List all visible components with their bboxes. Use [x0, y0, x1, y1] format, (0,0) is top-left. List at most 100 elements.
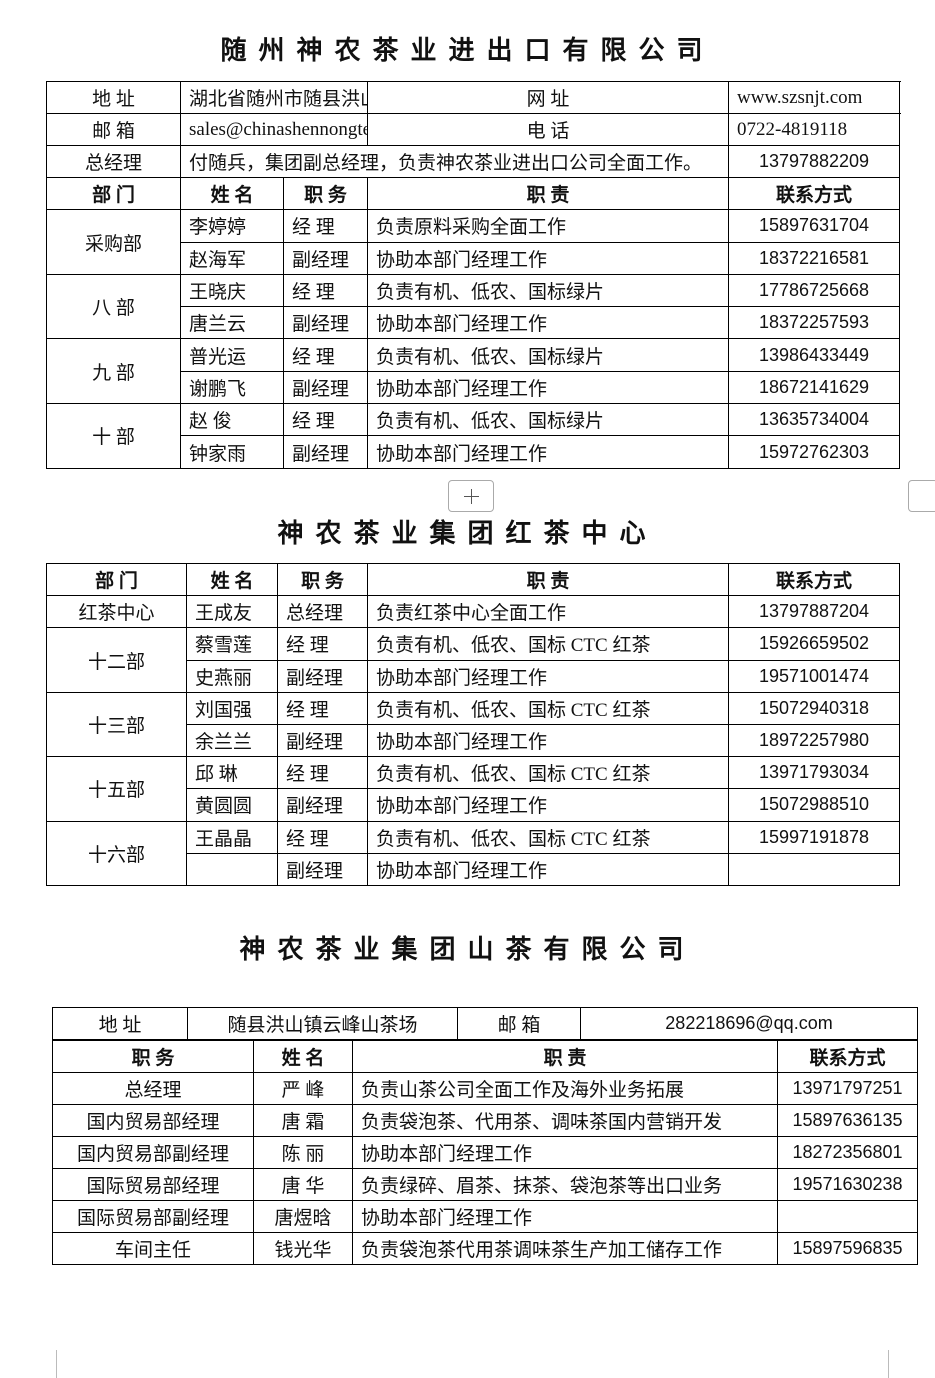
table-cell: 13971797251	[777, 1072, 918, 1105]
table-cell: 王晓庆	[180, 273, 284, 308]
table-cell: 协助本部门经理工作	[367, 370, 729, 405]
table-cell: 副经理	[283, 306, 368, 340]
table-cell: 19571630238	[777, 1168, 918, 1201]
table-cell: 副经理	[283, 435, 368, 469]
table-cell: 黄圆圆	[186, 788, 278, 822]
table-row: 副经理 协助本部门经理工作	[47, 852, 900, 886]
table-cell: 负责有机、低农、国标 CTC 红茶	[367, 756, 729, 790]
page-corner	[22, 1350, 57, 1378]
table-cell: 负责有机、低农、国标绿片	[367, 273, 729, 308]
table-cell: 负责有机、低农、国标 CTC 红茶	[367, 820, 729, 854]
table-cell: 13797882209	[728, 145, 900, 178]
table-cell: 副经理	[277, 723, 368, 758]
table-cell: sales@chinashennongtea.com	[180, 113, 368, 146]
table-row: 唐兰云 副经理 协助本部门经理工作 18372257593	[47, 306, 900, 340]
table-cell: 经 理	[283, 403, 368, 437]
table-row: 谢鹏飞 副经理 协助本部门经理工作 18672141629	[47, 370, 900, 405]
table-cell: 副经理	[277, 659, 368, 693]
table-cell: 唐 华	[253, 1168, 353, 1201]
table-cell: 湖北省随州市随县洪山镇云峰山	[180, 81, 368, 114]
table-cell: 15897631704	[728, 209, 900, 243]
table-cell: 唐 霜	[253, 1104, 353, 1137]
table-row: 国内贸易部经理唐 霜负责袋泡茶、代用茶、调味茶国内营销开发 15897636135	[52, 1104, 918, 1137]
table-cell: 赵海军	[180, 241, 284, 275]
table-cell: 协助本部门经理工作	[367, 659, 729, 693]
table-cell: 赵 俊	[180, 403, 284, 437]
table-cell: 18272356801	[777, 1136, 918, 1169]
table-cell: 姓 名	[180, 176, 284, 211]
page-corner	[888, 1350, 923, 1378]
table-cell: 副经理	[277, 852, 368, 886]
table-cell: 负责有机、低农、国标绿片	[367, 403, 729, 437]
table-cell: 19571001474	[728, 659, 900, 693]
table-cell: 负责袋泡茶代用茶调味茶生产加工储存工作	[352, 1232, 778, 1265]
table-cell: 职 责	[367, 176, 729, 211]
table-cell: 联系方式	[777, 1040, 918, 1073]
table-cell: 姓 名	[186, 562, 278, 597]
table-cell: 18672141629	[728, 370, 900, 405]
table-cell: 协助本部门经理工作	[367, 241, 729, 275]
table-cell: 经 理	[277, 627, 368, 661]
table-cell: 负责有机、低农、国标 CTC 红茶	[367, 691, 729, 725]
table-cell: 负责有机、低农、国标 CTC 红茶	[367, 627, 729, 661]
table-cell: 采购部	[46, 209, 181, 275]
table-cell: 负责有机、低农、国标绿片	[367, 338, 729, 372]
table-row: 地 址随县洪山镇云峰山茶场邮 箱 282218696@qq.com	[52, 1007, 918, 1040]
table-cell: 18372257593	[728, 306, 900, 340]
add-row-button[interactable]	[448, 480, 494, 512]
table-cell: 李婷婷	[180, 209, 284, 243]
table-cell: 史燕丽	[186, 659, 278, 693]
table-cell: 经 理	[277, 820, 368, 854]
table-row: 国内贸易部副经理陈 丽协助本部门经理工作 18272356801	[52, 1136, 918, 1169]
table-cell: 邱 琳	[186, 756, 278, 790]
table-cell: 红茶中心	[46, 595, 187, 629]
table-cell: 部 门	[46, 176, 181, 211]
table-cell: 钟家雨	[180, 435, 284, 469]
table-row: 总经理严 峰负责山茶公司全面工作及海外业务拓展 13971797251	[52, 1072, 918, 1105]
table-cell: 九 部	[46, 338, 181, 405]
table-cell: 负责绿碎、眉茶、抹茶、袋泡茶等出口业务	[352, 1168, 778, 1201]
table-cell: 经 理	[283, 338, 368, 372]
title: 神农茶业集团山茶有限公司	[239, 935, 696, 964]
table-cell	[777, 1200, 918, 1233]
table-cell: 总经理	[52, 1072, 254, 1105]
table-cell: 余兰兰	[186, 723, 278, 758]
table-cell: 副经理	[277, 788, 368, 822]
table-cell: 国际贸易部经理	[52, 1168, 254, 1201]
table-cell	[728, 852, 900, 886]
table-cell: 邮 箱	[46, 113, 181, 146]
table-cell: 地 址	[52, 1007, 188, 1040]
table-cell: 八 部	[46, 273, 181, 340]
table-row: 史燕丽 副经理 协助本部门经理工作 19571001474	[47, 659, 900, 693]
table-cell: 18972257980	[728, 723, 900, 758]
table-cell: 15072940318	[728, 691, 900, 725]
table-cell	[186, 852, 278, 886]
table-cell: 十五部	[46, 756, 187, 822]
table-cell: 18372216581	[728, 241, 900, 275]
table-cell: 副经理	[283, 241, 368, 275]
table-cell: 王成友	[186, 595, 278, 629]
table-cell: 钱光华	[253, 1232, 353, 1265]
table-row: 余兰兰 副经理 协助本部门经理工作 18972257980	[47, 723, 900, 758]
table-cell: 国内贸易部经理	[52, 1104, 254, 1137]
table-cell: 282218696@qq.com	[580, 1007, 918, 1040]
table-cell: 随县洪山镇云峰山茶场	[187, 1007, 458, 1040]
table-cell: 15972762303	[728, 435, 900, 469]
table-cell: 15072988510	[728, 788, 900, 822]
table-cell: 13971793034	[728, 756, 900, 790]
table-cell: 联系方式	[728, 176, 900, 211]
table-cell: 协助本部门经理工作	[367, 435, 729, 469]
table-cell: 付随兵，集团副总经理，负责神农茶业进出口公司全面工作。	[180, 145, 729, 178]
table-cell: 唐煜晗	[253, 1200, 353, 1233]
table-cell: 0722-4819118	[728, 113, 900, 146]
table-cell: 负责山茶公司全面工作及海外业务拓展	[352, 1072, 778, 1105]
table-row: 十二部 蔡雪莲经 理负责有机、低农、国标 CTC 红茶 15926659502	[46, 627, 900, 693]
table-cell: 经 理	[283, 209, 368, 243]
table-cell: 职 务	[277, 562, 368, 597]
table-cell: 经 理	[277, 756, 368, 790]
table-cell: 协助本部门经理工作	[367, 723, 729, 758]
table-row: 国际贸易部经理唐 华负责绿碎、眉茶、抹茶、袋泡茶等出口业务 19571630238	[52, 1168, 918, 1201]
table-cell: 电 话	[367, 113, 729, 146]
side-handle[interactable]	[908, 480, 935, 512]
